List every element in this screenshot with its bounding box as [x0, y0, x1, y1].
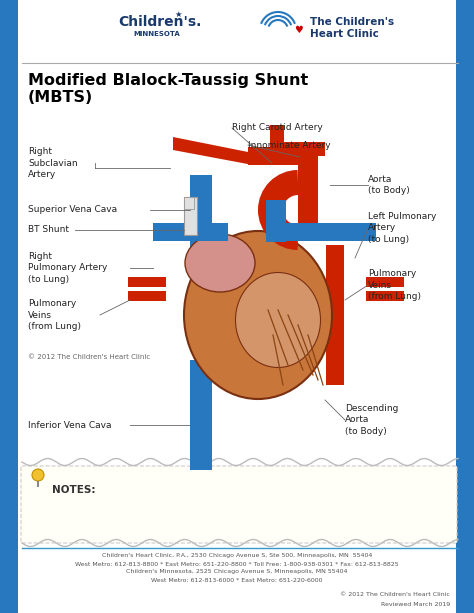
Text: Right
Pulmonary Artery
(to Lung): Right Pulmonary Artery (to Lung): [28, 253, 108, 284]
Bar: [128, 277, 166, 287]
Text: ♥: ♥: [295, 25, 303, 35]
Text: Reviewed March 2019: Reviewed March 2019: [381, 601, 450, 606]
Text: © 2012 The Children's Heart Clinic: © 2012 The Children's Heart Clinic: [340, 593, 450, 598]
Bar: [270, 125, 284, 155]
Ellipse shape: [184, 231, 332, 399]
Text: Heart Clinic: Heart Clinic: [310, 29, 379, 39]
Bar: [190, 175, 212, 275]
Text: Innominate Artery: Innominate Artery: [248, 140, 331, 150]
Bar: [326, 245, 344, 385]
Ellipse shape: [236, 273, 320, 368]
Text: Children's Heart Clinic, P.A., 2530 Chicago Avenue S, Ste 500, Minneapolis, MN  : Children's Heart Clinic, P.A., 2530 Chic…: [102, 554, 372, 558]
Text: Superior Vena Cava: Superior Vena Cava: [28, 205, 117, 215]
Text: West Metro: 612-813-6000 * East Metro: 651-220-6000: West Metro: 612-813-6000 * East Metro: 6…: [151, 577, 323, 582]
Bar: [184, 197, 197, 235]
Bar: [366, 277, 404, 287]
Bar: [0, 0, 18, 613]
Text: Aorta
(to Body): Aorta (to Body): [368, 175, 410, 195]
Text: Children's.: Children's.: [118, 15, 202, 29]
Bar: [266, 200, 286, 242]
Text: Left Pulmonary
Artery
(to Lung): Left Pulmonary Artery (to Lung): [368, 212, 437, 243]
Text: Right Carotid Artery: Right Carotid Artery: [232, 123, 323, 132]
Text: BT Shunt: BT Shunt: [28, 226, 69, 235]
Text: (MBTS): (MBTS): [28, 89, 93, 104]
Text: Children's Minnesota, 2525 Chicago Avenue S, Minneapolis, MN 55404: Children's Minnesota, 2525 Chicago Avenu…: [126, 569, 348, 574]
Polygon shape: [173, 137, 253, 165]
Bar: [184, 197, 194, 209]
Bar: [276, 223, 376, 241]
Text: MINNESOTA: MINNESOTA: [134, 31, 181, 37]
Bar: [366, 291, 404, 301]
Bar: [153, 223, 228, 241]
Bar: [456, 0, 474, 613]
Bar: [128, 291, 166, 301]
Text: Descending
Aorta
(to Body): Descending Aorta (to Body): [345, 405, 398, 436]
Text: Pulmonary
Veins
(from Lung): Pulmonary Veins (from Lung): [28, 299, 81, 330]
Ellipse shape: [185, 234, 255, 292]
FancyBboxPatch shape: [21, 466, 457, 543]
Text: ★: ★: [174, 9, 182, 18]
Bar: [298, 150, 318, 240]
Text: West Metro: 612-813-8800 * East Metro: 651-220-8800 * Toll Free: 1-800-938-0301 : West Metro: 612-813-8800 * East Metro: 6…: [75, 562, 399, 566]
Text: © 2012 The Children's Heart Clinic: © 2012 The Children's Heart Clinic: [28, 354, 150, 360]
Text: Right
Subclavian
Artery: Right Subclavian Artery: [28, 147, 78, 178]
Text: NOTES:: NOTES:: [52, 485, 95, 495]
Bar: [190, 360, 212, 470]
Circle shape: [32, 469, 44, 481]
Text: Modified Blalock-Taussig Shunt: Modified Blalock-Taussig Shunt: [28, 72, 308, 88]
Text: Inferior Vena Cava: Inferior Vena Cava: [28, 421, 111, 430]
Bar: [37, 481, 39, 487]
Text: Pulmonary
Veins
(from Lung): Pulmonary Veins (from Lung): [368, 269, 421, 300]
Bar: [248, 147, 303, 165]
Text: The Children's: The Children's: [310, 17, 394, 27]
Bar: [270, 142, 325, 156]
